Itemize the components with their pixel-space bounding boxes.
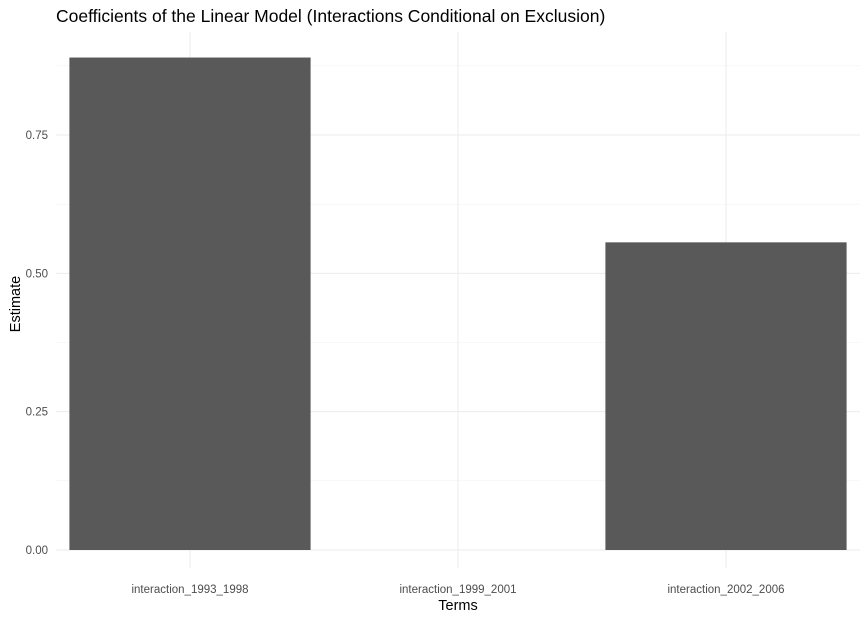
x-axis-title: Terms	[438, 598, 477, 614]
x-axis-ticks: interaction_1993_1998 interaction_1999_20…	[131, 584, 784, 596]
y-axis-title: Estimate	[8, 276, 24, 332]
x-tick-label: interaction_2002_2006	[667, 584, 784, 596]
y-tick-label: 0.25	[26, 407, 48, 419]
x-tick-label: interaction_1993_1998	[131, 584, 248, 596]
y-tick-label: 0.50	[26, 268, 48, 280]
y-tick-label: 0.00	[26, 545, 48, 557]
chart-title: Coefficients of the Linear Model (Intera…	[56, 6, 605, 26]
x-tick-label: interaction_1999_2001	[399, 584, 516, 596]
y-tick-label: 0.75	[26, 130, 48, 142]
bars	[69, 57, 847, 551]
y-axis-ticks: 0.00 0.25 0.50 0.75	[26, 130, 48, 557]
bar	[605, 242, 847, 550]
bar	[69, 57, 311, 551]
